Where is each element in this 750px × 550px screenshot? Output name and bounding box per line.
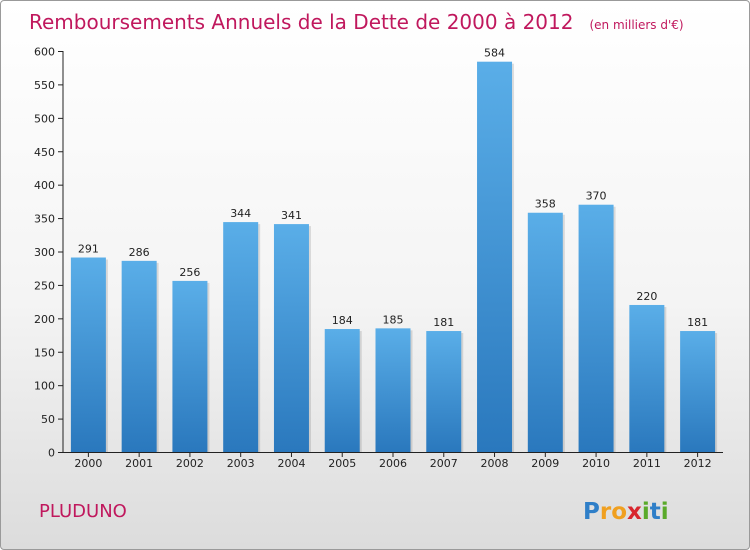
logo-letter: i — [661, 499, 669, 525]
bar-2011 — [629, 304, 665, 452]
proxiti-logo: Proxiti — [583, 499, 669, 525]
y-tick-label: 100 — [34, 380, 55, 393]
y-tick-label: 550 — [34, 79, 55, 92]
x-tick-label: 2005 — [328, 457, 356, 470]
logo-letter: o — [611, 499, 627, 525]
value-label: 344 — [230, 207, 251, 220]
value-label: 181 — [433, 316, 454, 329]
x-tick-label: 2002 — [176, 457, 204, 470]
x-tick-label: 2010 — [582, 457, 610, 470]
bar-2008 — [477, 61, 513, 453]
bar-2010 — [578, 204, 614, 452]
y-tick-label: 400 — [34, 179, 55, 192]
y-tick-label: 450 — [34, 146, 55, 159]
logo-letter: t — [650, 499, 661, 525]
y-tick-label: 600 — [34, 46, 55, 59]
bar-2007 — [426, 331, 462, 452]
bar-2001 — [121, 260, 157, 452]
x-tick-label: 2009 — [531, 457, 559, 470]
bar-2002 — [172, 280, 208, 452]
bar-2005 — [324, 329, 360, 452]
x-tick-label: 2011 — [633, 457, 661, 470]
bar-2000 — [70, 257, 106, 452]
logo-letter: i — [642, 499, 650, 525]
y-axis: 0 50 100 150 200 250 300 350 400 450 500 550 600 — [34, 46, 64, 460]
bar-2004 — [273, 224, 309, 452]
value-label: 256 — [179, 266, 200, 279]
value-label: 184 — [332, 314, 353, 327]
x-tick-label: 2007 — [430, 457, 458, 470]
bar-2006 — [375, 328, 411, 452]
value-label: 181 — [687, 316, 708, 329]
value-label: 220 — [636, 290, 657, 303]
y-tick-label: 50 — [41, 413, 55, 426]
x-tick-label: 2008 — [481, 457, 509, 470]
bar-2009 — [527, 212, 563, 452]
y-tick-label: 0 — [48, 447, 55, 460]
bar-2003 — [223, 222, 259, 452]
bar-2012 — [680, 331, 716, 452]
chart-title-unit: (en milliers d'€) — [589, 18, 683, 32]
bars-group: 291 286 256 344 341 184 185 181 584 358 370 220 181 — [70, 47, 718, 453]
logo-letter: r — [600, 499, 612, 525]
chart-title: Remboursements Annuels de la Dette de 20… — [29, 10, 684, 34]
x-tick-label: 2003 — [227, 457, 255, 470]
value-label: 286 — [129, 246, 150, 259]
x-axis: 2000 2001 2002 2003 2004 2005 2006 2007 2008 2009… — [63, 452, 723, 470]
y-tick-label: 300 — [34, 246, 55, 259]
x-tick-label: 2012 — [684, 457, 712, 470]
y-tick-label: 150 — [34, 346, 55, 359]
commune-name: PLUDUNO — [39, 501, 127, 522]
x-tick-label: 2006 — [379, 457, 407, 470]
value-label: 370 — [586, 190, 607, 203]
value-label: 185 — [383, 313, 404, 326]
y-tick-label: 200 — [34, 313, 55, 326]
value-label: 584 — [484, 47, 505, 60]
x-tick-label: 2004 — [277, 457, 305, 470]
x-tick-label: 2001 — [125, 457, 153, 470]
logo-letter: x — [627, 499, 642, 525]
y-tick-label: 250 — [34, 279, 55, 292]
y-tick-label: 500 — [34, 112, 55, 125]
value-label: 291 — [78, 243, 99, 256]
value-label: 358 — [535, 198, 556, 211]
chart-title-main: Remboursements Annuels de la Dette de 20… — [29, 10, 573, 34]
x-tick-label: 2000 — [74, 457, 102, 470]
value-label: 341 — [281, 209, 302, 222]
y-tick-label: 350 — [34, 213, 55, 226]
logo-letter: P — [583, 499, 600, 525]
